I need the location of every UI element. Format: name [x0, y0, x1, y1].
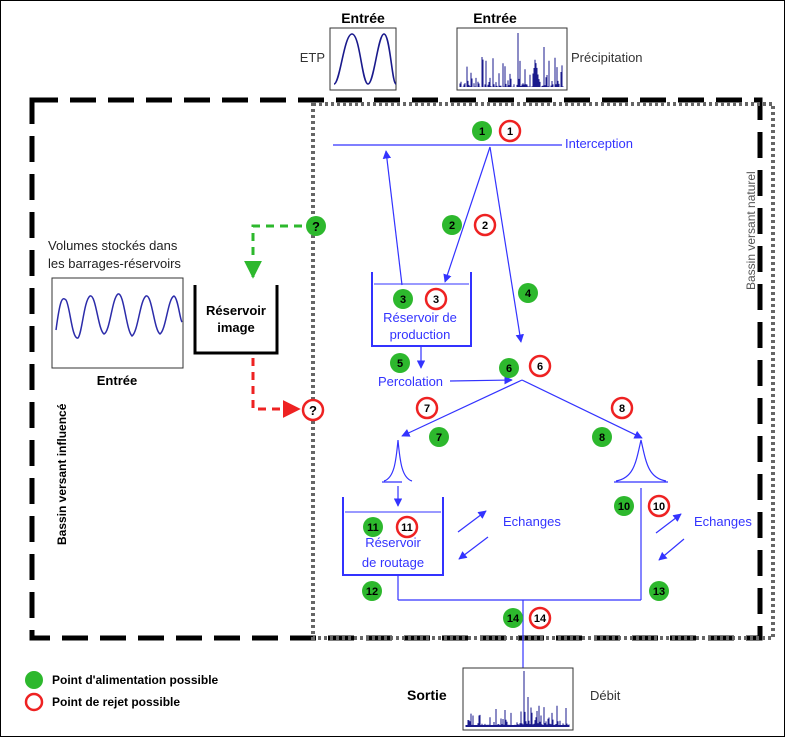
reject-point-8: 8 [619, 403, 625, 415]
reject-point-14: 14 [534, 613, 547, 625]
influenced-basin-label: Bassin versant influencé [55, 403, 69, 545]
legend-feed-marker [25, 671, 43, 689]
exchanges-right-label: Echanges [694, 514, 752, 529]
etp-label: ETP [300, 50, 325, 65]
exchange-out-left-arrow [457, 510, 487, 533]
volumes-plot-frame [51, 277, 184, 369]
feed-point-13: 13 [653, 586, 665, 598]
split-right-arrow [521, 379, 643, 439]
unknown-reject-point: ? [309, 403, 317, 418]
legend-reject-label: Point de rejet possible [52, 695, 180, 709]
exchanges-left-label: Echanges [503, 514, 561, 529]
percolation-label: Percolation [378, 374, 443, 389]
split-left-arrow [401, 379, 523, 437]
percolation-to-junction-arrow [449, 375, 513, 385]
reject-point-6: 6 [537, 361, 543, 373]
feed-point-4: 4 [525, 288, 532, 300]
etp-input: Entrée ETP [300, 10, 397, 91]
precip-input-header: Entrée [473, 10, 517, 26]
unknown-feed-point: ? [312, 219, 320, 234]
precip-bar-series [459, 33, 564, 87]
precip-plot-frame [456, 27, 568, 91]
production-reservoir-line1: Réservoir de [383, 310, 457, 325]
output-sortie-label: Sortie [407, 687, 447, 703]
output-debit-label: Débit [590, 688, 621, 703]
feed-point-3: 3 [400, 294, 406, 306]
reject-point-10: 10 [653, 501, 665, 513]
reject-point-7: 7 [424, 403, 430, 415]
discharge-plot-frame [462, 667, 574, 731]
reject-point-2: 2 [482, 220, 488, 232]
image-reservoir-line1: Réservoir [206, 303, 266, 318]
image-reservoir-line2: image [217, 320, 255, 335]
precip-input: Entrée Précipitation [456, 10, 643, 91]
discharge-series [465, 671, 570, 727]
interception-label: Interception [565, 136, 633, 151]
feed-point-5: 5 [397, 358, 403, 370]
direct-flow-arrow [489, 146, 524, 343]
etp-curve [333, 33, 397, 85]
routing-reservoir-line2: de routage [362, 555, 424, 570]
reject-point-3: 3 [433, 294, 439, 306]
production-reservoir-line2: production [390, 327, 451, 342]
exchange-out-right-arrow [655, 513, 682, 534]
volumes-label-line2: les barrages-réservoirs [48, 256, 181, 271]
precip-bars [459, 33, 564, 87]
legend-feed-label: Point d'alimentation possible [52, 673, 219, 687]
routing-reservoir [342, 497, 444, 576]
natural-basin-label: Bassin versant naturel [744, 171, 758, 290]
reject-point-11: 11 [401, 522, 413, 534]
volumes-label-line1: Volumes stockés dans [48, 238, 178, 253]
feed-point-7: 7 [436, 432, 442, 444]
feed-points: 1 2 3 4 5 6 7 8 10 11 12 13 14 ? [306, 121, 669, 628]
unit-hydrograph-right [614, 439, 668, 483]
legend-reject-marker [24, 692, 44, 712]
image-reservoir-box [193, 285, 279, 355]
rainfall-to-production-arrow [443, 146, 491, 283]
influenced-basin-border [29, 97, 763, 641]
image-outflow-arrow [251, 358, 301, 418]
feed-point-6: 6 [506, 363, 512, 375]
reject-points: 1 2 3 6 7 8 10 11 14 ? [301, 119, 671, 630]
discharge-bar-series [465, 671, 570, 727]
precip-label: Précipitation [571, 50, 643, 65]
etp-plot-frame [329, 27, 397, 91]
model-labels: Interception Réservoir de production Per… [362, 136, 752, 570]
feed-point-1: 1 [479, 126, 485, 138]
feed-point-14: 14 [507, 613, 520, 625]
feed-point-2: 2 [449, 220, 455, 232]
feed-point-12: 12 [366, 586, 378, 598]
unit-hydrograph-left [382, 439, 413, 483]
legend: Point d'alimentation possible Point de r… [24, 671, 219, 712]
routing-reservoir-line1: Réservoir [365, 535, 421, 550]
natural-basin-border [311, 102, 775, 640]
exchange-in-left-arrow [458, 536, 489, 560]
feed-point-10: 10 [618, 501, 630, 513]
etp-input-header: Entrée [341, 10, 385, 26]
volumes-curve [55, 293, 183, 339]
image-inflow-arrow [244, 224, 302, 279]
feed-point-8: 8 [599, 432, 605, 444]
evaporation-arrow [382, 150, 403, 286]
exchange-in-right-arrow [658, 538, 685, 561]
reject-point-1: 1 [507, 126, 513, 138]
feed-point-11: 11 [367, 522, 379, 534]
volumes-caption: Entrée [97, 373, 137, 388]
